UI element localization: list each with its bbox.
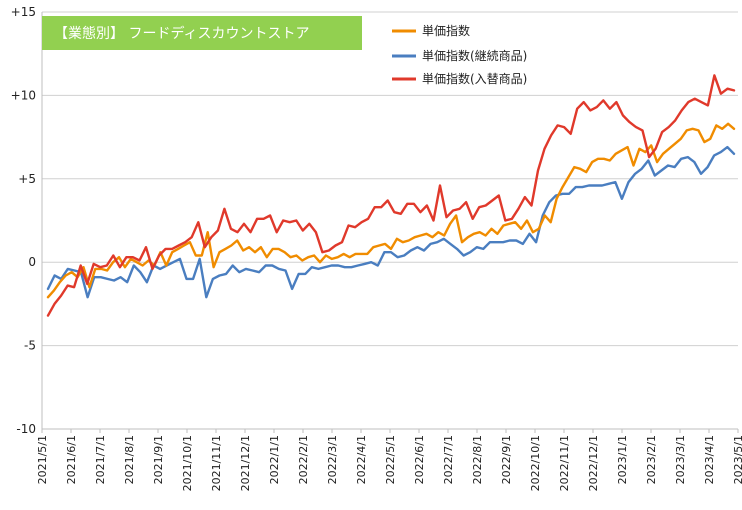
- x-tick-label: 2023/5/1: [732, 435, 742, 484]
- x-tick-label: 2021/6/1: [65, 435, 78, 484]
- chart-title-box: 【業態別】 フードディスカウントストア: [42, 16, 362, 50]
- x-tick-label: 2021/5/1: [36, 435, 49, 484]
- y-tick-label: +10: [11, 88, 36, 102]
- x-tick-label: 2022/11/1: [558, 435, 571, 491]
- legend-item-price-index: 単価指数: [392, 23, 470, 38]
- x-tick-label: 2022/9/1: [500, 435, 513, 484]
- legend-label-replaced: 単価指数(入替商品): [422, 71, 527, 86]
- y-tick-label: +15: [11, 5, 36, 19]
- x-tick-label: 2022/7/1: [442, 435, 455, 484]
- axes: [41, 12, 739, 433]
- y-tick-label: -5: [24, 339, 36, 353]
- y-tick-labels: -10 -5 0 +5 +10 +15: [11, 5, 36, 436]
- x-tick-label: 2023/4/1: [703, 435, 716, 484]
- x-tick-label: 2022/12/1: [587, 435, 600, 491]
- y-tick-label: -10: [16, 422, 36, 436]
- x-tick-label: 2022/5/1: [384, 435, 397, 484]
- series-line-1: [46, 145, 736, 299]
- series-lines: [46, 74, 736, 317]
- x-tick-label: 2021/9/1: [152, 435, 165, 484]
- x-tick-label: 2022/1/1: [268, 435, 281, 484]
- x-tick-label: 2022/3/1: [326, 435, 339, 484]
- x-tick-label: 2021/10/1: [181, 435, 194, 491]
- legend-label-continuing: 単価指数(継続商品): [422, 48, 527, 63]
- x-tick-labels: 2021/5/1 2021/6/1 2021/7/1 2021/8/1 2021/9/1…: [36, 435, 742, 491]
- legend: 単価指数 単価指数(継続商品) 単価指数(入替商品): [392, 23, 527, 86]
- series-line-0: [46, 122, 736, 299]
- chart-title-background: [42, 16, 362, 50]
- y-tick-label: +5: [18, 172, 36, 186]
- x-tick-label: 2022/4/1: [355, 435, 368, 484]
- series-line-2: [46, 74, 736, 317]
- chart-title: 【業態別】 フードディスカウントストア: [54, 25, 309, 42]
- x-tick-label: 2022/8/1: [471, 435, 484, 484]
- grid-lines: [42, 11, 738, 430]
- x-tick-label: 2022/6/1: [413, 435, 426, 484]
- x-tick-label: 2021/11/1: [210, 435, 223, 491]
- x-tick-label: 2023/1/1: [616, 435, 629, 484]
- y-tick-label: 0: [28, 255, 36, 269]
- x-tick-label: 2021/7/1: [94, 435, 107, 484]
- x-tick-label: 2022/10/1: [529, 435, 542, 491]
- legend-label-price-index: 単価指数: [422, 23, 470, 38]
- legend-item-continuing: 単価指数(継続商品): [392, 48, 527, 63]
- legend-item-replaced: 単価指数(入替商品): [392, 71, 527, 86]
- x-tick-label: 2022/2/1: [297, 435, 310, 484]
- x-tick-label: 2021/8/1: [123, 435, 136, 484]
- x-tick-label: 2023/3/1: [674, 435, 687, 484]
- x-tick-label: 2023/2/1: [645, 435, 658, 484]
- x-tick-label: 2021/12/1: [239, 435, 252, 491]
